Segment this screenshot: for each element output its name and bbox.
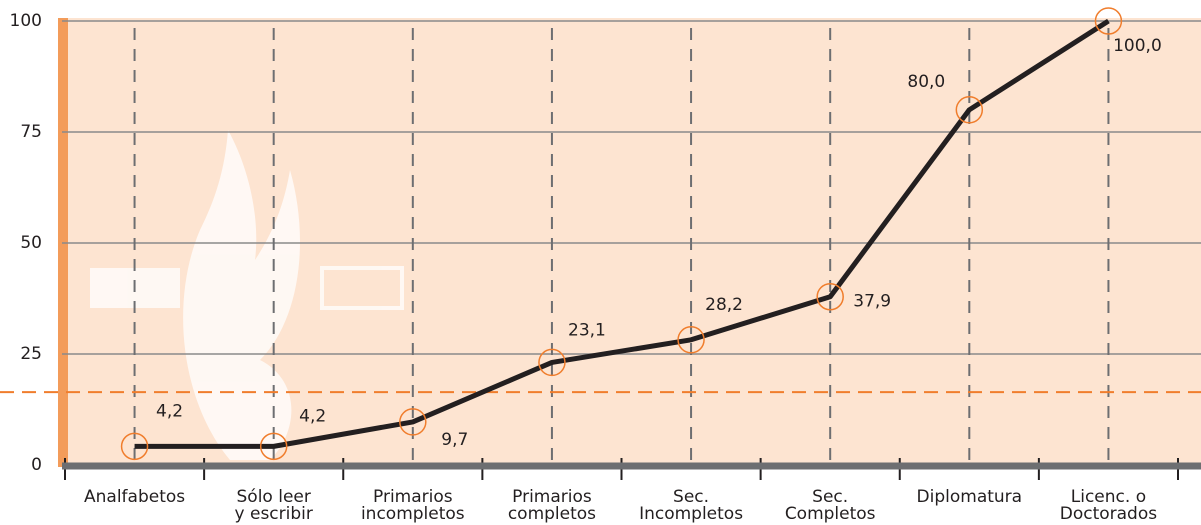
- point-marker: [1094, 7, 1123, 35]
- x-tick-label-line: Completos: [785, 504, 876, 524]
- data-label: 9,7: [441, 430, 468, 450]
- data-label: 80,0: [907, 72, 945, 92]
- y-tick-label: 100: [10, 11, 42, 31]
- y-tick-label: 75: [20, 122, 42, 142]
- x-tick-label-line: completos: [508, 504, 596, 524]
- point-marker: [399, 408, 427, 436]
- point-marker: [955, 96, 984, 124]
- x-tick-label: Primarios completos: [508, 487, 596, 524]
- point-marker: [120, 432, 149, 461]
- x-tick-label: Sec. Incompletos: [639, 487, 743, 524]
- y-tick-label: 25: [20, 344, 42, 364]
- data-label: 4,2: [299, 406, 326, 426]
- y-tick-label: 0: [31, 455, 42, 475]
- x-tick-label-line: Sec.: [812, 487, 848, 507]
- x-tick-label-line: Diplomatura: [917, 487, 1023, 507]
- data-label: 100,0: [1113, 36, 1162, 56]
- data-label: 37,9: [853, 292, 891, 312]
- x-tick-label: Analfabetos: [84, 487, 185, 507]
- data-label: 23,1: [568, 320, 606, 340]
- point-marker: [538, 348, 566, 377]
- point-marker: [677, 326, 705, 354]
- x-tick-label: Licenc. o Doctorados: [1060, 487, 1158, 524]
- point-marker: [816, 282, 844, 311]
- x-tick-label-line: Sec.: [673, 487, 709, 507]
- x-tick-label: Sólo leer y escribir: [235, 487, 313, 524]
- data-line: [134, 18, 1110, 449]
- data-label: 28,2: [705, 295, 743, 315]
- x-tick-label-line: Sólo leer: [237, 487, 311, 507]
- x-tick-label-line: Analfabetos: [84, 487, 185, 507]
- x-tick-label-line: Primarios: [373, 487, 453, 507]
- point-marker: [259, 432, 288, 461]
- x-tick-label: Diplomatura: [917, 487, 1023, 507]
- x-tick-label-line: y escribir: [235, 504, 313, 524]
- x-tick-label-line: Licenc. o: [1071, 487, 1146, 507]
- x-tick-label: Sec. Completos: [785, 487, 876, 524]
- data-label: 4,2: [156, 401, 183, 421]
- y-tick-label: 50: [20, 233, 42, 253]
- x-tick-label: Primarios incompletos: [361, 487, 465, 524]
- x-tick-label-line: incompletos: [361, 504, 465, 524]
- x-tick-label-line: Primarios: [512, 487, 592, 507]
- x-tick-label-line: Doctorados: [1060, 504, 1158, 524]
- x-tick-label-line: Incompletos: [639, 504, 743, 524]
